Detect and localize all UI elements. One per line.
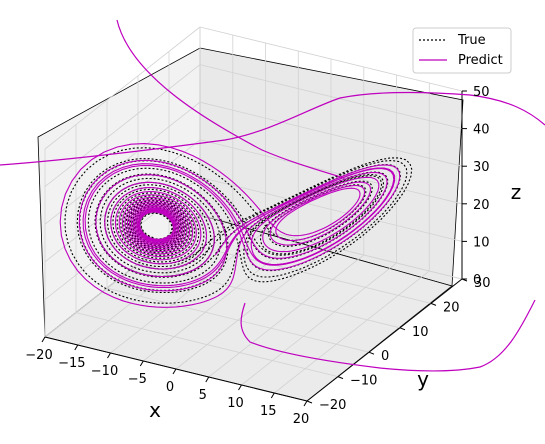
y-tick-label: 30 [474,276,491,291]
axes [41,90,468,407]
y-tick-mark [368,351,375,355]
x-tick-label: 20 [293,412,310,427]
grid-line [106,287,370,353]
x-axis-label: x [149,398,161,422]
z-tick-label: 10 [473,235,490,250]
grid-line [274,270,430,394]
x-tick-mark [172,368,177,375]
legend: True Predict [412,27,512,74]
y-tick-mark [430,302,437,306]
grid-line [175,246,332,370]
x-tick-label: 15 [260,404,277,419]
x-tick-mark [303,400,308,407]
grid-line [44,101,201,225]
tick-labels: −20−15−10−505101520−20−10010203001020304… [25,85,490,427]
y-tick-label: −20 [319,398,346,413]
y-tick-mark [306,400,313,404]
grid-line [208,254,365,378]
z-tick-label: 40 [473,123,490,138]
y-tick-label: 0 [381,349,389,364]
z-tick-label: 30 [473,160,490,175]
pane-back [37,47,464,402]
x-tick-mark [139,360,144,367]
x-tick-label: −15 [58,356,85,371]
x-tick-label: −10 [91,364,118,379]
x-tick-mark [205,376,210,383]
x-tick-label: 5 [199,388,207,403]
series-line-predict-excursion [0,91,545,166]
series-line-predict-excursion [116,19,345,179]
grid-line [75,312,339,377]
grid-line [199,64,463,129]
x-tick-mark [238,384,242,391]
y-tick-label: 20 [443,300,460,315]
legend-label-true: True [457,33,486,48]
series-line-predict-excursion [240,299,536,372]
legend-box [412,27,512,74]
y-tick-label: 10 [412,325,429,340]
series-predict [0,19,545,372]
x-tick-label: −20 [25,348,52,363]
x-tick-label: −5 [128,372,147,387]
grid-line [77,222,234,346]
grid-line [199,139,463,205]
x-tick-label: 0 [166,380,174,395]
z-tick-label: 0 [473,273,481,288]
z-tick-label: 50 [473,85,490,100]
y-axis-label: y [417,367,429,391]
grid-line [44,64,201,187]
legend-label-predict: Predict [458,53,503,68]
x-tick-mark [107,352,111,359]
y-axis-line [306,278,463,402]
x-tick-mark [41,336,46,343]
series-line-predict [59,143,401,308]
y-tick-mark [337,376,344,380]
z-axis-label: z [511,180,522,204]
grid-line [44,139,201,263]
z-tick-label: 20 [473,198,490,213]
grid-line [199,101,463,167]
y-tick-mark [399,327,406,331]
grid-line [44,26,201,150]
y-tick-label: −10 [350,374,377,389]
grid-line [241,262,397,386]
x-tick-label: 10 [227,396,244,411]
grid-line [143,238,299,362]
x-tick-mark [270,392,275,399]
grid-line [199,26,463,92]
grid-line [199,177,463,242]
x-tick-mark [74,344,79,351]
